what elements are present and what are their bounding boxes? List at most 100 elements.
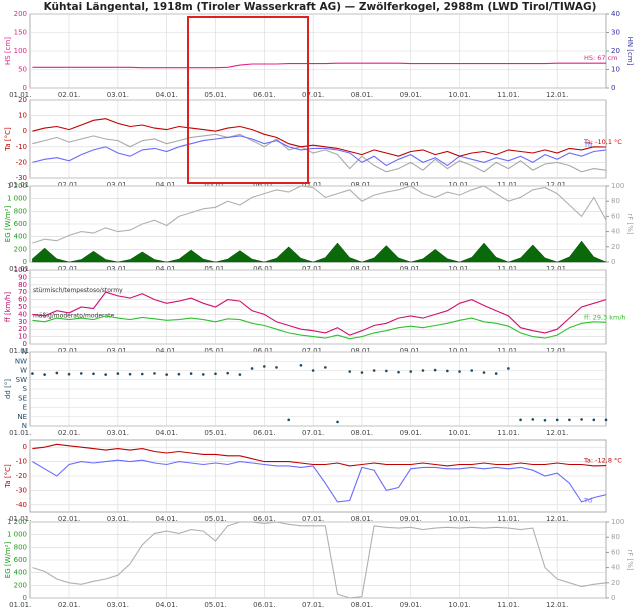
point	[79, 372, 83, 375]
x-tick-label: 12.01.	[546, 601, 568, 609]
legend-label: ff: 29,3 km/h	[584, 313, 626, 321]
y2-tick-label: 0	[611, 594, 615, 602]
point	[519, 418, 522, 422]
y-tick-label: W	[20, 367, 27, 375]
y-tick-label: 600	[14, 220, 27, 228]
point	[568, 418, 571, 422]
point	[250, 367, 254, 370]
y-tick-label: 100	[14, 266, 27, 274]
point	[543, 418, 547, 422]
y-tick-label: 50	[18, 66, 27, 74]
annotation: stürmisch/tempestoso/stormy	[33, 287, 123, 294]
x-tick-label: 06.01.	[253, 181, 275, 189]
x-tick-label: 11.01.	[497, 601, 519, 609]
x-tick-label: 07.01.	[302, 515, 324, 523]
x-tick-label: 09.01.	[400, 515, 422, 523]
line	[32, 62, 606, 69]
point	[421, 369, 425, 372]
point	[189, 372, 193, 375]
x-tick-label: 06.01.	[253, 601, 275, 609]
y-tick-label: 800	[14, 207, 27, 215]
highlight-box	[187, 16, 309, 184]
x-tick-label: 11.01.	[497, 515, 519, 523]
y-tick-label: 1 200	[7, 518, 27, 526]
y-tick-label: 400	[14, 569, 27, 577]
point	[299, 364, 303, 367]
y2-tick-label: 20	[611, 243, 620, 251]
y2-tick-label: 20	[611, 47, 620, 55]
point	[55, 371, 59, 375]
y2-axis-label: rF [%]	[626, 213, 634, 235]
y-tick-label: SW	[16, 376, 27, 384]
y-tick-label: 0	[23, 594, 27, 602]
x-tick-label: 08.01.	[351, 347, 373, 355]
point	[482, 371, 486, 374]
x-tick-label: 09.01.	[400, 181, 422, 189]
y2-tick-label: 10	[611, 66, 620, 74]
point	[336, 420, 339, 424]
x-tick-label: 09.01.	[400, 265, 422, 273]
x-tick-label: 10.01.	[448, 265, 470, 273]
x-tick-label: 01.01.	[9, 515, 31, 523]
point	[360, 371, 364, 374]
x-tick-label: 04.01.	[156, 265, 178, 273]
point	[140, 372, 144, 376]
x-tick-label: 12.01.	[546, 515, 568, 523]
y-tick-label: 10	[18, 112, 27, 120]
x-tick-label: 10.01.	[448, 181, 470, 189]
x-tick-label: 02.01.	[58, 515, 80, 523]
x-tick-label: 10.01.	[448, 347, 470, 355]
y-tick-label: E	[23, 404, 27, 412]
y-tick-label: 200	[14, 581, 27, 589]
x-tick-label: 05.01.	[204, 265, 226, 273]
x-tick-label: 08.01.	[351, 91, 373, 99]
y-tick-label: -20	[16, 472, 27, 480]
y-axis-label: EG [W/m²]	[4, 206, 12, 243]
y-tick-label: SE	[18, 394, 27, 402]
point	[507, 367, 510, 370]
x-tick-label: 03.01.	[107, 429, 129, 437]
point	[238, 373, 242, 376]
point	[385, 369, 388, 373]
x-tick-label: 01.01.	[9, 265, 31, 273]
line	[32, 521, 607, 599]
y-tick-label: 0	[23, 340, 27, 348]
point	[348, 370, 352, 373]
y-tick-label: 0	[23, 84, 27, 92]
x-tick-label: 05.01.	[204, 91, 226, 99]
point	[43, 373, 46, 376]
y-axis-label: EG [W/m²]	[4, 542, 12, 579]
x-tick-label: 10.01.	[448, 429, 470, 437]
point	[263, 365, 266, 368]
y-tick-label: 30	[18, 318, 27, 326]
y-tick-label: 10	[18, 333, 27, 341]
x-tick-label: 02.01.	[58, 265, 80, 273]
y-tick-label: 1 000	[7, 531, 27, 539]
y-tick-label: 800	[14, 543, 27, 551]
x-tick-label: 07.01.	[302, 181, 324, 189]
x-tick-label: 01.01.	[9, 181, 31, 189]
point	[226, 371, 229, 375]
x-tick-label: 12.01.	[546, 265, 568, 273]
x-tick-label: 04.01.	[156, 181, 178, 189]
y-axis-label: ff [km/h]	[4, 292, 12, 322]
y-tick-label: 20	[18, 325, 27, 333]
x-tick-label: 02.01.	[58, 429, 80, 437]
x-tick-label: 01.01.	[9, 347, 31, 355]
x-tick-label: 01.01.	[9, 429, 31, 437]
line	[32, 185, 607, 244]
point	[409, 370, 413, 373]
x-tick-label: 02.01.	[58, 181, 80, 189]
y2-tick-label: 20	[611, 579, 620, 587]
x-tick-label: 06.01.	[253, 347, 275, 355]
point	[31, 372, 34, 375]
point	[604, 418, 608, 422]
y2-axis-label: HN [cm]	[626, 37, 634, 66]
y-tick-label: NE	[17, 413, 27, 421]
y-tick-label: -10	[16, 143, 27, 151]
y-axis-label: Ta [°C]	[4, 127, 12, 152]
y-tick-label: N	[22, 348, 27, 356]
x-tick-label: 02.01.	[58, 347, 80, 355]
y-tick-label: 80	[18, 281, 27, 289]
